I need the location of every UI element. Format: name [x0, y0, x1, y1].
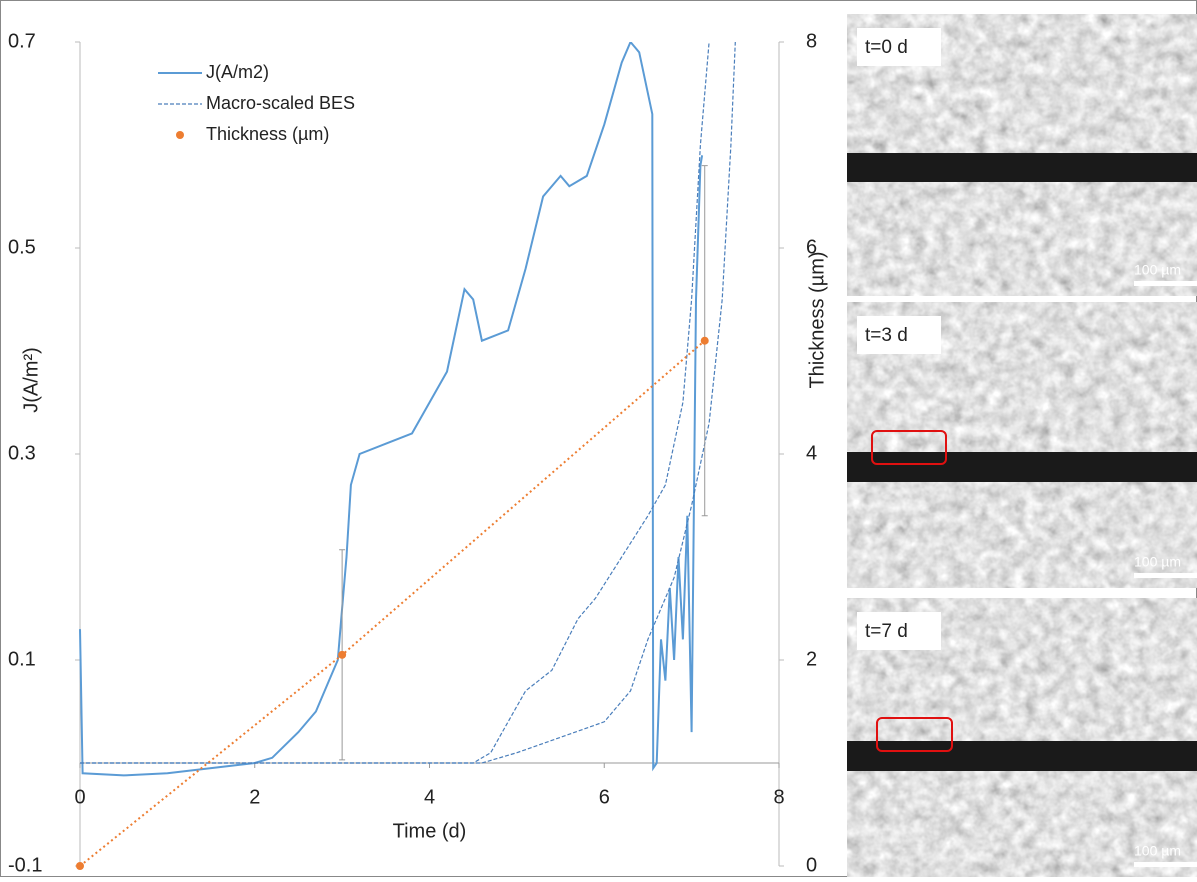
y2-axis-title: Thickness (µm) — [806, 251, 828, 388]
scale-label: 100 µm — [1134, 262, 1181, 278]
y-axis-title: J(A/m²) — [20, 347, 42, 413]
y2-tick-label: 4 — [806, 442, 817, 464]
scale-bar — [1134, 281, 1197, 286]
channel — [847, 452, 1197, 482]
x-axis-title: Time (d) — [393, 820, 467, 842]
point — [700, 336, 709, 345]
scale-bar — [1134, 573, 1197, 578]
x-tick-label: 2 — [249, 786, 260, 808]
y2-tick-label: 0 — [806, 854, 817, 876]
y-tick-label: -0.1 — [8, 854, 42, 876]
y-tick-label: 0.7 — [8, 30, 36, 52]
point — [76, 862, 84, 870]
point — [338, 650, 347, 659]
x-tick-label: 8 — [773, 786, 784, 808]
panel-label: t=7 d — [865, 621, 908, 642]
label-box — [857, 612, 941, 650]
scale-label: 100 µm — [1134, 843, 1181, 859]
series-line — [80, 42, 710, 764]
y2-tick-label: 2 — [806, 648, 817, 670]
x-tick-label: 4 — [424, 786, 435, 808]
y-tick-label: 0.1 — [8, 648, 36, 670]
panel-label: t=0 d — [865, 37, 908, 58]
legend-marker — [176, 131, 184, 139]
legend-label: Thickness (µm) — [206, 124, 329, 144]
channel — [847, 741, 1197, 771]
highlight-box — [876, 717, 953, 752]
series-line — [79, 42, 704, 777]
series-line — [80, 42, 736, 764]
series-line — [79, 339, 706, 866]
x-tick-label: 0 — [74, 786, 85, 808]
y-tick-label: 0.3 — [8, 442, 36, 464]
y2-tick-label: 8 — [806, 30, 817, 52]
panel-label: t=3 d — [865, 325, 908, 346]
y-tick-label: 0.5 — [8, 236, 36, 258]
label-box — [857, 316, 941, 354]
channel — [847, 153, 1197, 182]
y2-tick-label: 6 — [806, 236, 817, 258]
label-box — [857, 28, 941, 66]
x-tick-label: 6 — [599, 786, 610, 808]
legend-label: J(A/m2) — [206, 62, 269, 82]
scale-label: 100 µm — [1134, 554, 1181, 570]
scale-bar — [1134, 862, 1197, 867]
highlight-box — [871, 430, 947, 465]
legend-label: Macro-scaled BES — [206, 93, 355, 113]
